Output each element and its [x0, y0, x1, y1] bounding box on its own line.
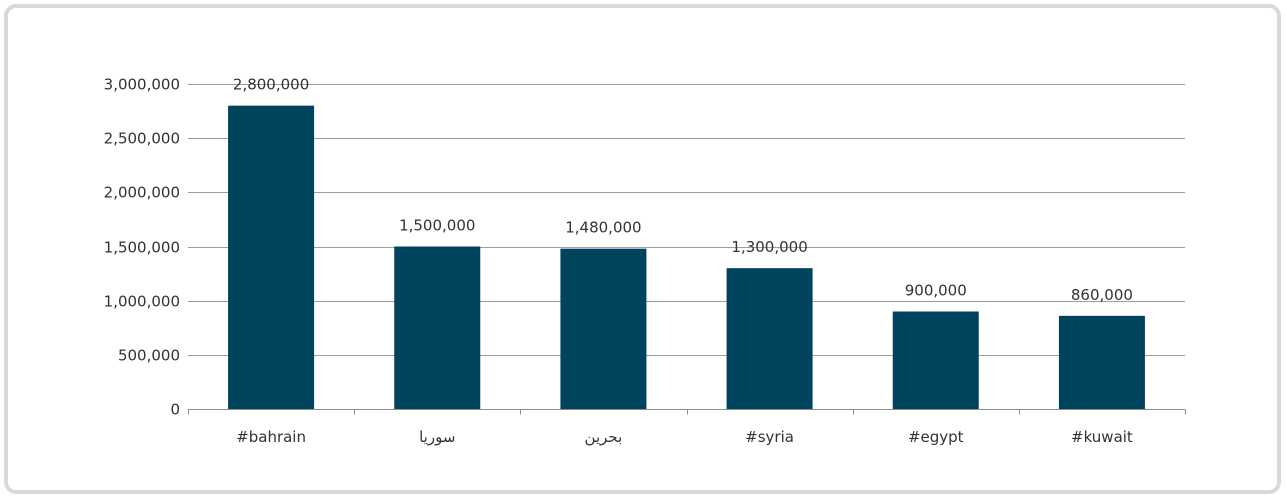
y-tick-label: 2,000,000	[104, 184, 180, 202]
y-tick-label: 3,000,000	[104, 76, 180, 94]
y-tick-label: 1,000,000	[104, 293, 180, 311]
x-category-label: #syria	[745, 428, 794, 446]
data-label: 860,000	[1071, 286, 1133, 304]
y-tick-label: 2,500,000	[104, 130, 180, 148]
data-label: 1,480,000	[565, 219, 641, 237]
x-category-label: #bahrain	[236, 428, 306, 446]
x-category-label: بحرين	[585, 428, 623, 446]
labels: 0 500,000 1,000,000 1,500,000 2,000,000 2,500…	[104, 76, 1133, 447]
axes	[188, 409, 1186, 415]
x-category-label: #egypt	[908, 428, 964, 446]
data-label: 1,300,000	[731, 238, 807, 256]
x-category-label: #kuwait	[1071, 428, 1133, 446]
data-label: 2,800,000	[233, 76, 309, 94]
data-label: 1,500,000	[399, 217, 475, 235]
bar	[560, 248, 647, 409]
bar	[394, 246, 481, 409]
bar	[228, 105, 315, 410]
data-label: 900,000	[905, 282, 967, 300]
bar	[1058, 315, 1145, 409]
bars	[228, 105, 1145, 410]
x-category-label: سوريا	[419, 428, 455, 446]
y-tick-label: 1,500,000	[104, 239, 180, 257]
y-tick-label: 0	[170, 401, 180, 419]
y-tick-label: 500,000	[118, 347, 180, 365]
gridlines	[188, 84, 1185, 356]
bar	[892, 311, 979, 409]
bar	[726, 268, 813, 409]
